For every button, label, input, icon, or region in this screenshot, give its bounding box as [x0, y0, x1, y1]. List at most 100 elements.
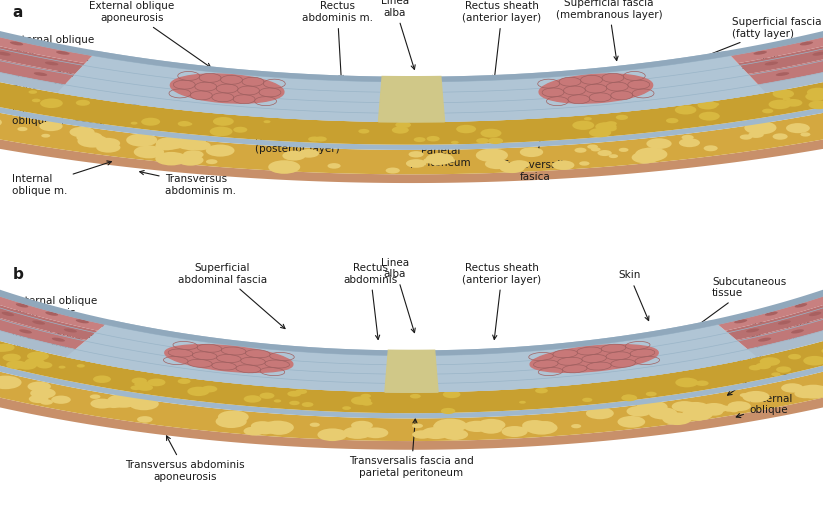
Circle shape: [626, 406, 652, 417]
Ellipse shape: [765, 62, 778, 65]
Circle shape: [742, 391, 770, 403]
Circle shape: [773, 89, 794, 98]
Circle shape: [808, 100, 823, 109]
Circle shape: [76, 100, 90, 106]
Circle shape: [700, 408, 709, 412]
Circle shape: [262, 420, 294, 434]
Circle shape: [386, 167, 400, 174]
Circle shape: [218, 411, 249, 424]
Circle shape: [91, 399, 114, 408]
Text: Transversus
abdominis: Transversus abdominis: [719, 321, 811, 376]
Circle shape: [134, 381, 150, 388]
Circle shape: [641, 405, 655, 411]
Text: a: a: [12, 5, 23, 20]
Polygon shape: [0, 256, 86, 349]
Ellipse shape: [809, 312, 821, 316]
Polygon shape: [66, 320, 757, 392]
Circle shape: [37, 362, 53, 369]
Circle shape: [410, 394, 421, 399]
Circle shape: [476, 149, 508, 162]
Circle shape: [602, 126, 616, 131]
Polygon shape: [0, 0, 823, 150]
Circle shape: [631, 152, 660, 163]
Circle shape: [274, 400, 281, 403]
Circle shape: [704, 406, 718, 412]
Circle shape: [0, 344, 15, 351]
Circle shape: [29, 395, 49, 403]
Circle shape: [477, 419, 505, 431]
Circle shape: [821, 348, 823, 354]
Circle shape: [363, 427, 388, 438]
Text: Internal
oblique: Internal oblique: [728, 355, 789, 395]
Ellipse shape: [76, 320, 89, 323]
Text: Internal
oblique m.: Internal oblique m.: [12, 161, 111, 196]
Circle shape: [131, 122, 137, 124]
Polygon shape: [0, 250, 98, 340]
Circle shape: [27, 381, 51, 391]
Circle shape: [728, 401, 751, 411]
Polygon shape: [0, 0, 823, 82]
Circle shape: [318, 428, 347, 441]
Circle shape: [784, 99, 802, 107]
Polygon shape: [0, 281, 823, 418]
Circle shape: [675, 105, 696, 115]
Circle shape: [589, 128, 611, 138]
Circle shape: [435, 426, 463, 438]
Circle shape: [213, 117, 234, 126]
Text: Superficial fascia
(fatty layer): Superficial fascia (fatty layer): [675, 17, 822, 69]
Circle shape: [701, 403, 727, 414]
Polygon shape: [0, 0, 95, 63]
Circle shape: [108, 398, 123, 405]
Circle shape: [646, 138, 672, 149]
Circle shape: [572, 121, 594, 130]
Circle shape: [360, 394, 371, 398]
Circle shape: [216, 415, 247, 428]
Ellipse shape: [530, 345, 658, 372]
Text: Superficial fascia
(membranous layer): Superficial fascia (membranous layer): [556, 0, 663, 61]
Circle shape: [740, 393, 750, 397]
Circle shape: [244, 395, 262, 403]
Circle shape: [117, 400, 131, 406]
Ellipse shape: [758, 338, 771, 342]
Circle shape: [25, 358, 44, 367]
Circle shape: [432, 162, 441, 166]
Text: External oblique
aponeurosis: External oblique aponeurosis: [12, 296, 173, 355]
Circle shape: [786, 123, 810, 133]
Circle shape: [0, 376, 21, 389]
Circle shape: [522, 420, 547, 430]
Circle shape: [309, 423, 320, 427]
Circle shape: [156, 152, 188, 165]
Circle shape: [412, 430, 432, 439]
Ellipse shape: [0, 52, 11, 56]
Circle shape: [649, 407, 677, 419]
Circle shape: [617, 416, 645, 428]
Text: Transversalis
fasica: Transversalis fasica: [501, 126, 569, 181]
Circle shape: [597, 150, 611, 156]
Circle shape: [233, 127, 248, 133]
Circle shape: [537, 421, 554, 428]
Circle shape: [781, 383, 803, 393]
Text: Rectus
abdominis: Rectus abdominis: [343, 263, 398, 339]
Circle shape: [760, 357, 780, 366]
Circle shape: [93, 376, 111, 383]
Circle shape: [443, 391, 460, 398]
Circle shape: [29, 90, 37, 94]
Circle shape: [58, 366, 66, 369]
Circle shape: [392, 127, 409, 134]
Circle shape: [2, 354, 21, 361]
Circle shape: [256, 427, 274, 434]
Circle shape: [816, 93, 823, 99]
Circle shape: [730, 408, 738, 412]
Circle shape: [748, 131, 764, 138]
Circle shape: [606, 121, 616, 126]
Polygon shape: [0, 0, 823, 122]
Circle shape: [77, 364, 85, 368]
Circle shape: [425, 153, 453, 165]
Circle shape: [27, 351, 49, 361]
Circle shape: [137, 384, 153, 391]
Circle shape: [584, 117, 592, 120]
Polygon shape: [57, 51, 766, 122]
Circle shape: [51, 395, 71, 404]
Circle shape: [756, 362, 771, 369]
Text: Internal oblique
aponeurosis: Internal oblique aponeurosis: [12, 331, 160, 371]
